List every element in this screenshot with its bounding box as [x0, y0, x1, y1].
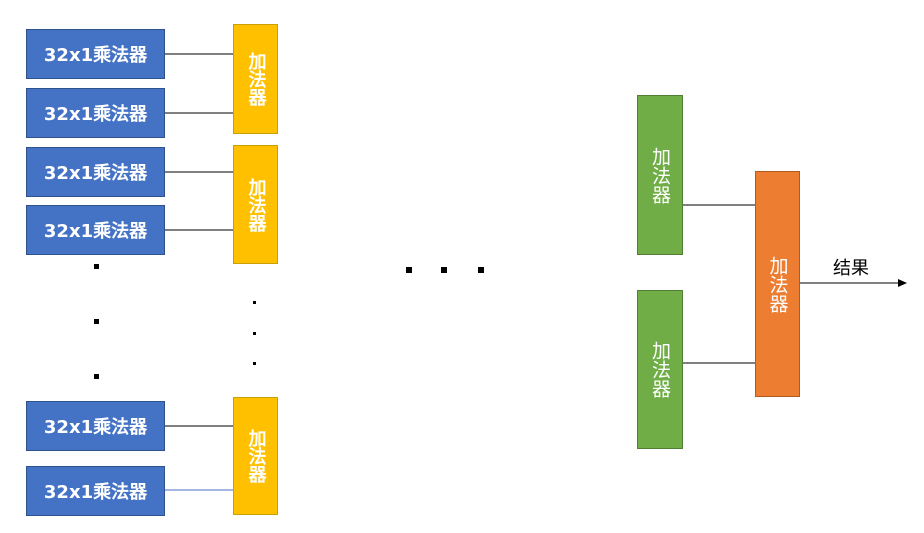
adder-label: 加法器 [245, 429, 267, 483]
intermediate-adder: 加法器 [637, 290, 683, 449]
multiplier-box: 32x1乘法器 [26, 205, 165, 255]
multiplier-box: 32x1乘法器 [26, 466, 165, 516]
final-adder: 加法器 [755, 171, 800, 397]
ellipsis-dot [406, 267, 412, 273]
adder-label: 加法器 [649, 341, 671, 398]
adder-label: 加法器 [245, 52, 267, 106]
adder-label: 加法器 [245, 177, 267, 232]
ellipsis-dot [253, 362, 256, 365]
ellipsis-dot [94, 374, 99, 379]
first-stage-adder: 加法器 [233, 24, 278, 134]
ellipsis-dot [94, 264, 99, 269]
ellipsis-dot [253, 301, 256, 304]
result-label: 结果 [833, 258, 869, 279]
multiplier-box: 32x1乘法器 [26, 147, 165, 197]
first-stage-adder: 加法器 [233, 145, 278, 264]
intermediate-adder: 加法器 [637, 95, 683, 255]
adder-label: 加法器 [649, 146, 671, 204]
multiplier-box: 32x1乘法器 [26, 401, 165, 451]
first-stage-adder: 加法器 [233, 397, 278, 515]
ellipsis-dot [94, 319, 99, 324]
multiplier-box: 32x1乘法器 [26, 88, 165, 138]
adder-label: 加法器 [766, 255, 789, 313]
multiplier-box: 32x1乘法器 [26, 29, 165, 79]
ellipsis-dot [441, 267, 447, 273]
ellipsis-dot [478, 267, 484, 273]
ellipsis-dot [253, 332, 256, 335]
